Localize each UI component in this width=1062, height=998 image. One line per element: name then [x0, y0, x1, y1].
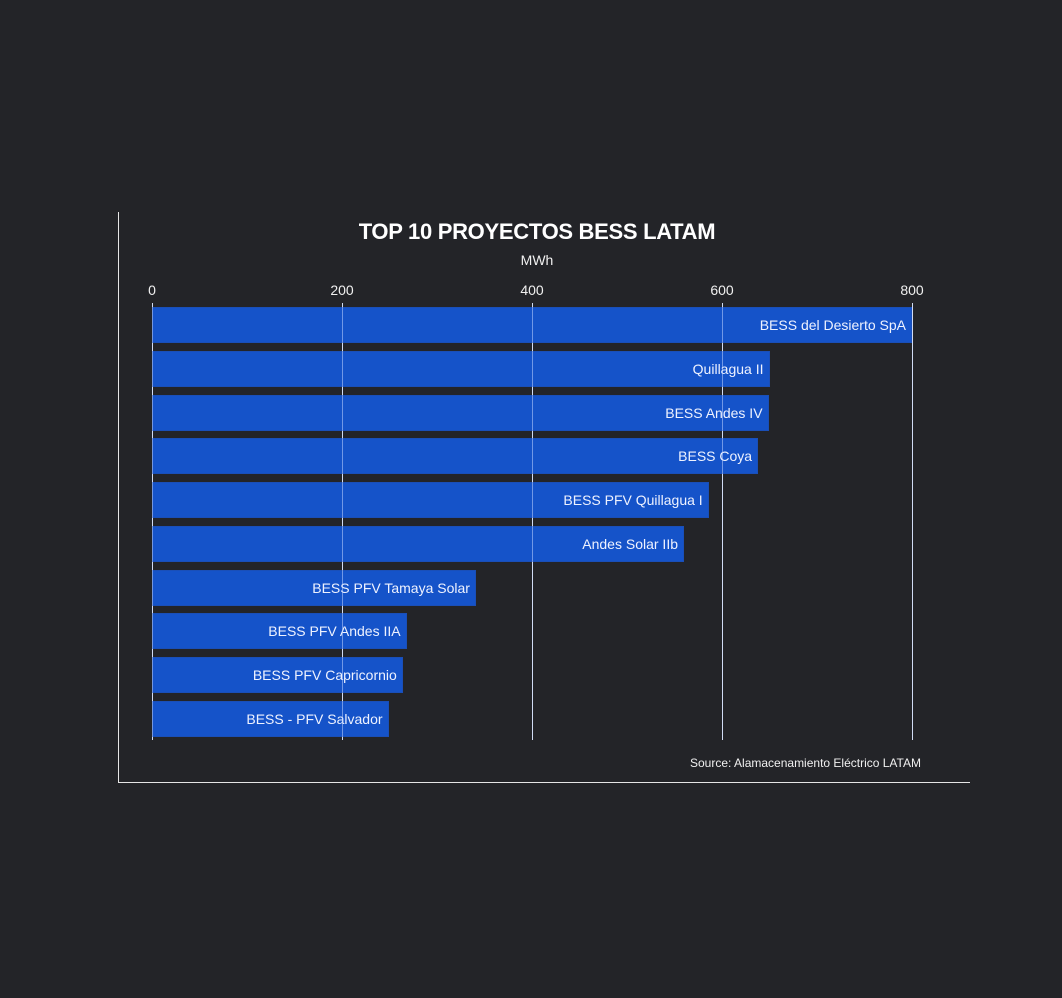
gridline-overlay [342, 303, 343, 740]
bar: BESS PFV Capricornio [152, 657, 403, 693]
bar-label: BESS PFV Andes IIA [268, 623, 401, 640]
bar-label: Quillagua II [692, 360, 764, 377]
bar: Andes Solar IIb [152, 525, 684, 562]
x-tick-label: 0 [148, 282, 156, 298]
x-tick-label: 200 [330, 282, 354, 298]
bar-label: BESS - PFV Salvador [246, 710, 383, 727]
bar: BESS PFV Tamaya Solar [152, 569, 476, 606]
bar-label: BESS del Desierto SpA [759, 317, 906, 333]
x-axis-label: MWh [520, 252, 554, 268]
bar-label: BESS Andes IV [665, 404, 763, 421]
x-tick-label: 400 [520, 282, 544, 298]
bar: BESS PFV Quillagua I [152, 482, 709, 518]
bar-label: BESS PFV Quillagua I [563, 492, 703, 508]
bar: BESS Andes IV [152, 394, 769, 431]
x-tick-label: 600 [710, 282, 734, 298]
chart-frame-bottom [118, 782, 970, 783]
gridline-overlay [722, 303, 723, 740]
bar: BESS Coya [152, 438, 759, 475]
bar: BESS - PFV Salvador [152, 700, 389, 737]
gridline-overlay [532, 303, 533, 740]
x-tick-label: 800 [900, 282, 924, 298]
source-note: Source: Alamacenamiento Eléctrico LATAM [690, 756, 921, 770]
bar-label: Andes Solar IIb [582, 535, 678, 552]
bar-label: BESS Coya [678, 448, 753, 465]
bar: BESS PFV Andes IIA [152, 613, 407, 650]
bar-label: BESS PFV Capricornio [252, 667, 397, 683]
chart-frame-left [118, 212, 119, 783]
gridline-overlay [912, 303, 913, 740]
bar: Quillagua II [152, 350, 770, 387]
chart-title: TOP 10 PROYECTOS BESS LATAM [358, 219, 716, 244]
bar-label: BESS PFV Tamaya Solar [312, 579, 470, 596]
gridline-overlay [152, 303, 153, 740]
